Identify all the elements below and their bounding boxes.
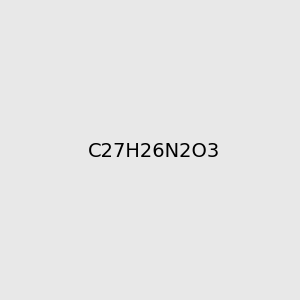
Text: C27H26N2O3: C27H26N2O3 [88, 142, 220, 161]
